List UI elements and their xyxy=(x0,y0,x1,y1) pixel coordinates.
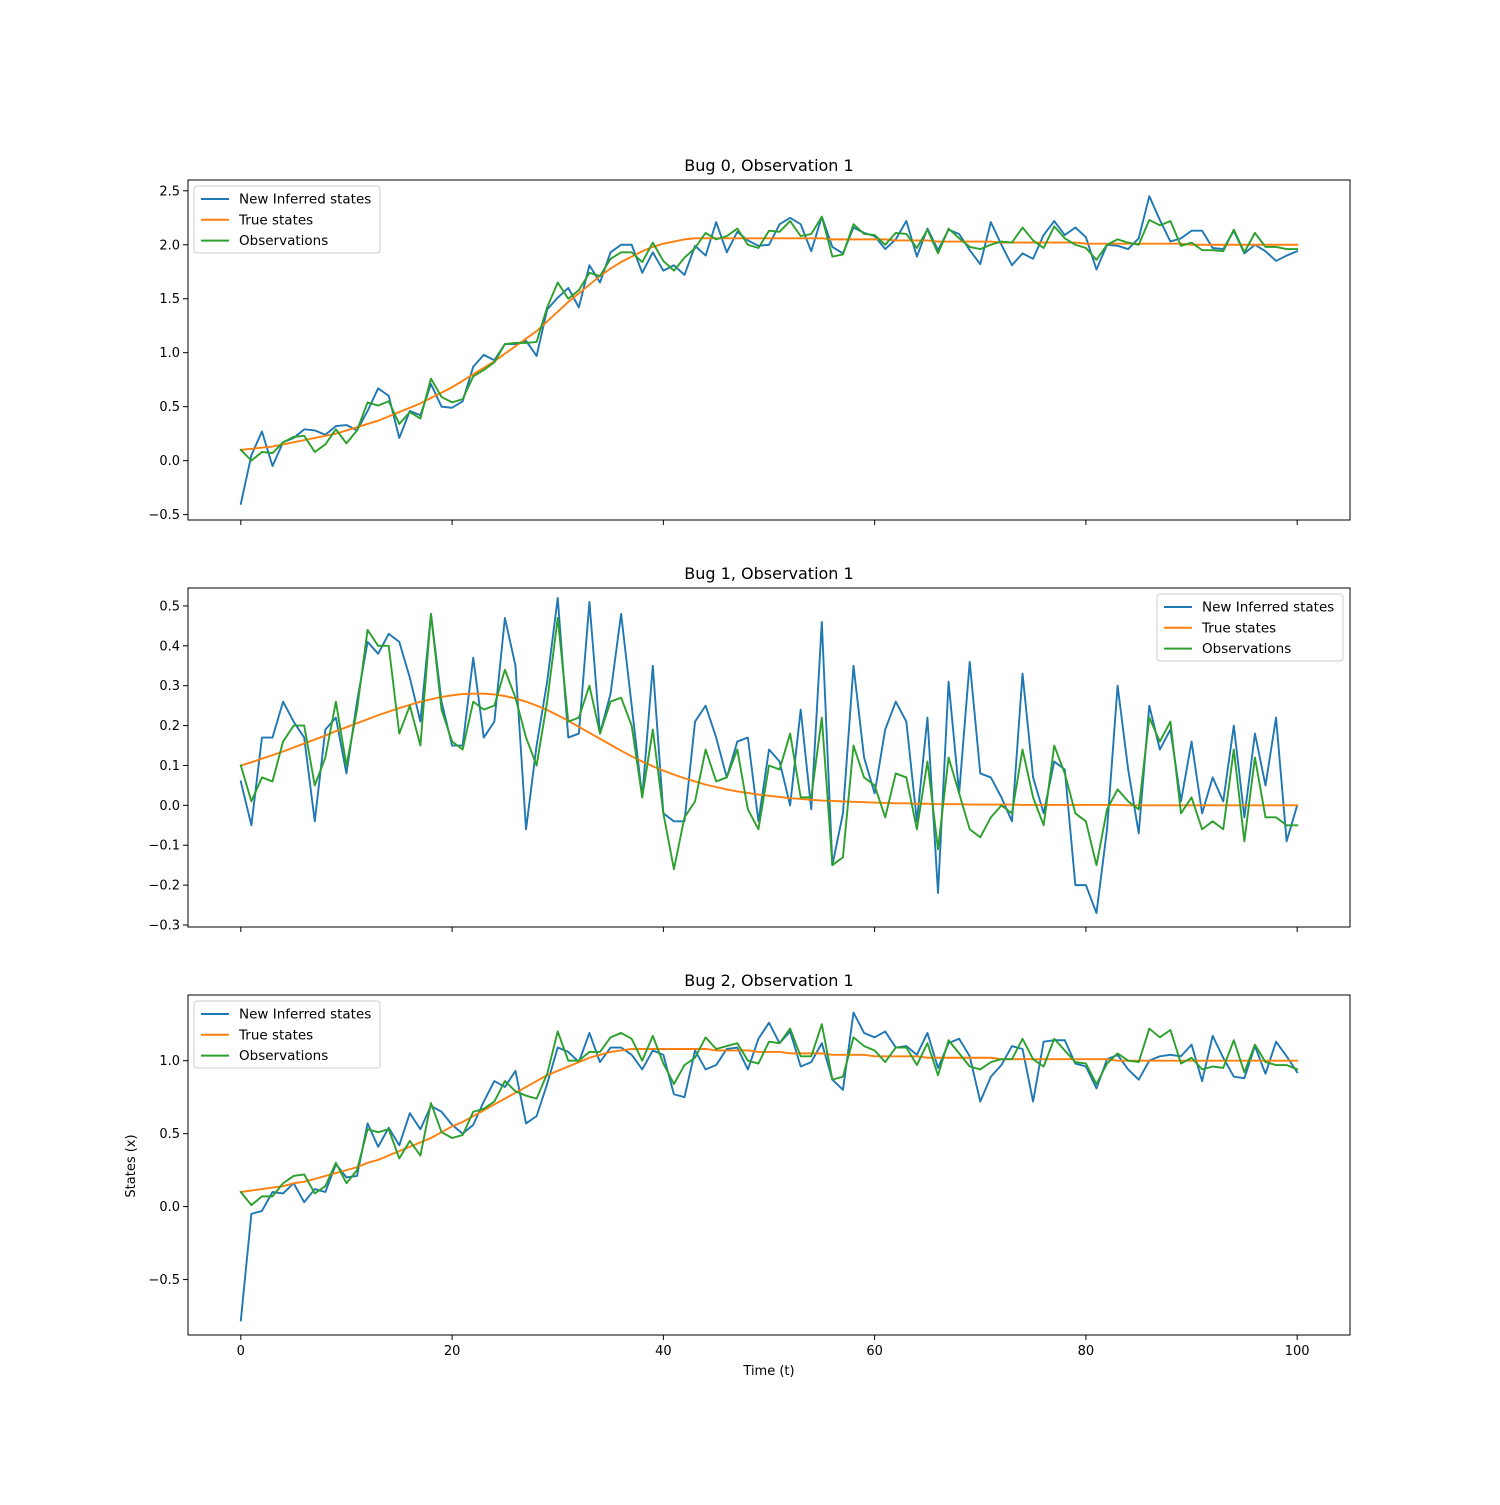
y-tick-label: 2.0 xyxy=(159,238,180,253)
x-tick-label: 100 xyxy=(1285,1344,1310,1359)
y-tick-label: 0.5 xyxy=(159,599,180,614)
series-line-true-states xyxy=(239,692,1299,807)
figure-xlabel: Time (t) xyxy=(742,1364,794,1379)
y-tick-label: −0.5 xyxy=(148,1273,180,1288)
y-tick-label: 0.4 xyxy=(159,639,180,654)
y-tick-label: −0.2 xyxy=(148,879,180,894)
y-tick-label: 0.0 xyxy=(159,799,180,814)
legend: New Inferred states True states Observatio… xyxy=(193,185,381,254)
y-tick-label: 0.0 xyxy=(159,454,180,469)
y-tick-label: −0.3 xyxy=(148,919,180,934)
series-line-true-states xyxy=(239,237,1299,451)
series-line-new-inferred-states xyxy=(239,195,1299,505)
x-tick-label: 20 xyxy=(444,1344,461,1359)
series-line-observations xyxy=(239,1023,1299,1207)
legend-box xyxy=(1156,593,1344,662)
y-tick-label: 1.0 xyxy=(159,346,180,361)
legend-label: True states xyxy=(1201,620,1276,636)
y-tick-label: −0.5 xyxy=(148,508,180,523)
legend-label: True states xyxy=(238,1027,313,1043)
panel-title: Bug 2, Observation 1 xyxy=(684,971,853,990)
x-tick-label: 0 xyxy=(237,1344,245,1359)
series-line-new-inferred-states xyxy=(239,597,1299,914)
legend-label: New Inferred states xyxy=(239,192,371,208)
legend-label: New Inferred states xyxy=(1202,600,1334,616)
y-tick-label: 0.0 xyxy=(159,1200,180,1215)
axes-frame xyxy=(187,587,1351,928)
panel-0: Bug 0, Observation 1 −0.5 0.0 0.5 1.0 1.5 2.0 2… xyxy=(148,156,1351,525)
y-tick-label: 0.5 xyxy=(159,400,180,415)
series-line-observations xyxy=(239,612,1299,871)
panels: Bug 0, Observation 1 −0.5 0.0 0.5 1.0 1.5 2.0 2… xyxy=(148,156,1351,1359)
x-tick-label: 80 xyxy=(1078,1344,1095,1359)
series-line-true-states xyxy=(239,1048,1299,1194)
legend-label: Observations xyxy=(1202,641,1291,657)
legend-label: New Inferred states xyxy=(239,1007,371,1023)
axes-frame xyxy=(187,994,1351,1336)
y-tick-label: 0.1 xyxy=(159,759,180,774)
legend-label: Observations xyxy=(239,1048,328,1064)
y-tick-label: −0.1 xyxy=(148,839,180,854)
y-tick-label: 1.0 xyxy=(159,1054,180,1069)
figure-ylabel: States (x) xyxy=(124,1134,139,1197)
series-line-observations xyxy=(239,215,1299,462)
panel-title: Bug 1, Observation 1 xyxy=(684,564,853,583)
panel-title: Bug 0, Observation 1 xyxy=(684,156,853,175)
axes-frame xyxy=(187,179,1351,521)
legend-label: True states xyxy=(238,212,313,228)
legend-label: Observations xyxy=(239,233,328,249)
y-tick-label: 0.2 xyxy=(159,719,180,734)
legend-box xyxy=(193,1000,381,1069)
x-tick-label: 40 xyxy=(655,1344,672,1359)
series-line-new-inferred-states xyxy=(239,1011,1299,1322)
legend: New Inferred states True states Observatio… xyxy=(1156,593,1344,662)
legend-box xyxy=(193,185,381,254)
panel-1: Bug 1, Observation 1 −0.3 −0.2 −0.1 0.0 0.1 0.… xyxy=(148,564,1351,934)
y-tick-label: 2.5 xyxy=(159,184,180,199)
y-tick-label: 0.5 xyxy=(159,1127,180,1142)
y-tick-label: 0.3 xyxy=(159,679,180,694)
x-tick-label: 60 xyxy=(866,1344,883,1359)
y-tick-label: 1.5 xyxy=(159,292,180,307)
panel-2: Bug 2, Observation 1 0 20 40 60 80 100 −0.5 0.0 0… xyxy=(148,971,1351,1359)
legend: New Inferred states True states Observatio… xyxy=(193,1000,381,1069)
